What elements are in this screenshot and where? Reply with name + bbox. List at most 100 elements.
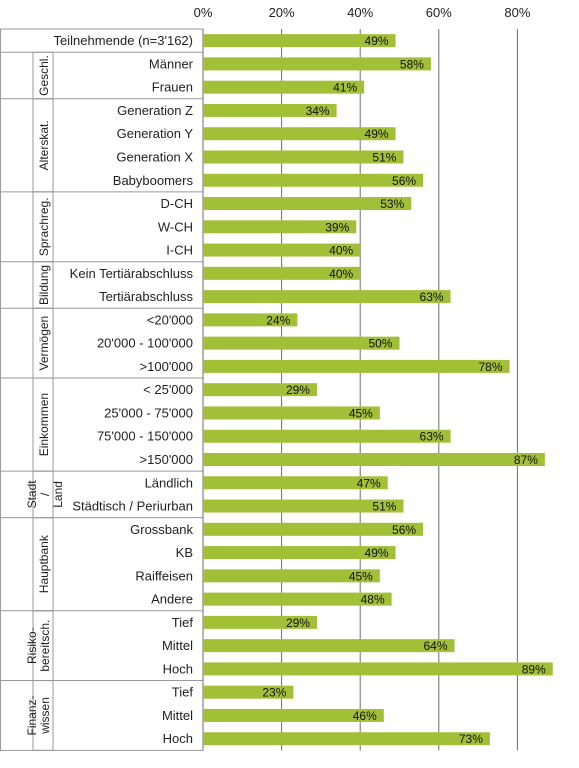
- value-label: 58%: [400, 57, 424, 71]
- bar: [203, 173, 424, 187]
- group-label-line: wissen: [38, 697, 52, 735]
- bar: [203, 685, 294, 699]
- bar: [203, 127, 396, 141]
- category-label: Männer: [149, 56, 194, 71]
- category-label: Tief: [172, 615, 194, 630]
- category-label: Städtisch / Periurban: [72, 499, 193, 514]
- value-label: 34%: [306, 104, 330, 118]
- value-label: 51%: [372, 500, 396, 514]
- category-label: Ländlich: [145, 475, 193, 490]
- group-label-line: Vermögen: [37, 316, 51, 371]
- category-label: 20'000 - 100'000: [97, 336, 193, 351]
- bar: [203, 220, 357, 234]
- bar: [203, 406, 380, 420]
- category-label: Generation Y: [117, 126, 194, 141]
- bar: [203, 499, 404, 513]
- value-label: 56%: [392, 174, 416, 188]
- x-tick-label: 20%: [269, 5, 295, 20]
- value-label: 87%: [514, 453, 538, 467]
- bar: [203, 569, 380, 583]
- bar: [203, 429, 451, 443]
- category-label: Andere: [151, 592, 193, 607]
- bar: [203, 732, 490, 746]
- category-label: Mittel: [162, 638, 193, 653]
- group-label: Alterskat.: [37, 120, 51, 170]
- bar: [203, 546, 396, 560]
- category-label: I-CH: [166, 243, 193, 258]
- value-label: 49%: [365, 546, 389, 560]
- group-label-line: Sprachreg.: [37, 197, 51, 256]
- bar: [203, 592, 392, 606]
- x-tick-label: 60%: [426, 5, 452, 20]
- value-label: 39%: [325, 220, 349, 234]
- category-label: Hoch: [163, 731, 193, 746]
- bar: [203, 359, 510, 373]
- category-label: Tief: [172, 685, 194, 700]
- category-label: Teilnehmende (n=3'162): [54, 33, 193, 48]
- bar: [203, 150, 404, 164]
- group-label: Stadt/Land: [25, 480, 65, 509]
- value-label: 49%: [365, 34, 389, 48]
- value-label: 40%: [329, 267, 353, 281]
- value-label: 45%: [349, 569, 373, 583]
- bar: [203, 522, 424, 536]
- bar: [203, 708, 384, 722]
- group-label: Sprachreg.: [37, 197, 51, 256]
- group-label-line: bereitsch.: [38, 620, 52, 672]
- category-label: 25'000 - 75'000: [104, 405, 193, 420]
- category-label: Raiffeisen: [135, 568, 193, 583]
- category-label: W-CH: [158, 219, 193, 234]
- bar: [203, 662, 553, 676]
- value-label: 63%: [420, 290, 444, 304]
- x-tick-label: 80%: [504, 5, 530, 20]
- value-label: 63%: [420, 430, 444, 444]
- group-label-line: Land: [51, 481, 65, 508]
- category-label: >100'000: [140, 359, 193, 374]
- category-label: 75'000 - 150'000: [97, 429, 193, 444]
- group-label-line: Alterskat.: [37, 120, 51, 170]
- bar: [203, 266, 361, 280]
- bar: [203, 476, 388, 490]
- bar: [203, 80, 365, 94]
- category-label: Grossbank: [130, 522, 193, 537]
- value-label: 51%: [372, 150, 396, 164]
- group-label: Hauptbank: [37, 534, 51, 593]
- value-label: 40%: [329, 244, 353, 258]
- bar: [203, 103, 337, 117]
- category-label: Kein Tertiärabschluss: [70, 266, 194, 281]
- value-label: 46%: [353, 709, 377, 723]
- group-label-line: Stadt: [25, 480, 39, 509]
- group-label-line: Geschl.: [37, 55, 51, 96]
- value-label: 50%: [368, 337, 392, 351]
- group-label-line: Hauptbank: [37, 534, 51, 593]
- bar: [203, 57, 431, 71]
- bar: [203, 639, 455, 653]
- x-tick-label: 0%: [194, 5, 213, 20]
- value-label: 47%: [357, 476, 381, 490]
- value-label: 56%: [392, 523, 416, 537]
- value-label: 73%: [459, 732, 483, 746]
- group-label-line: /: [38, 492, 52, 496]
- category-label: Frauen: [152, 80, 193, 95]
- bar: [203, 34, 396, 48]
- value-label: 29%: [286, 383, 310, 397]
- group-label: Einkommen: [37, 393, 51, 456]
- bar: [203, 313, 298, 327]
- group-label-line: Bildung: [37, 265, 51, 305]
- bar: [203, 197, 412, 211]
- value-label: 23%: [262, 686, 286, 700]
- group-label-line: Finanz-: [25, 695, 39, 735]
- category-label: Generation Z: [117, 103, 193, 118]
- category-label: Tertiärabschluss: [99, 289, 193, 304]
- value-label: 24%: [266, 313, 290, 327]
- category-label: Babyboomers: [113, 173, 194, 188]
- category-label: Generation X: [116, 149, 193, 164]
- group-label-line: Risiko-: [25, 627, 39, 664]
- value-label: 29%: [286, 616, 310, 630]
- category-label: < 25'000: [143, 382, 193, 397]
- category-label: Mittel: [162, 708, 193, 723]
- bar: [203, 615, 317, 629]
- value-label: 89%: [522, 662, 546, 676]
- bar: [203, 383, 317, 397]
